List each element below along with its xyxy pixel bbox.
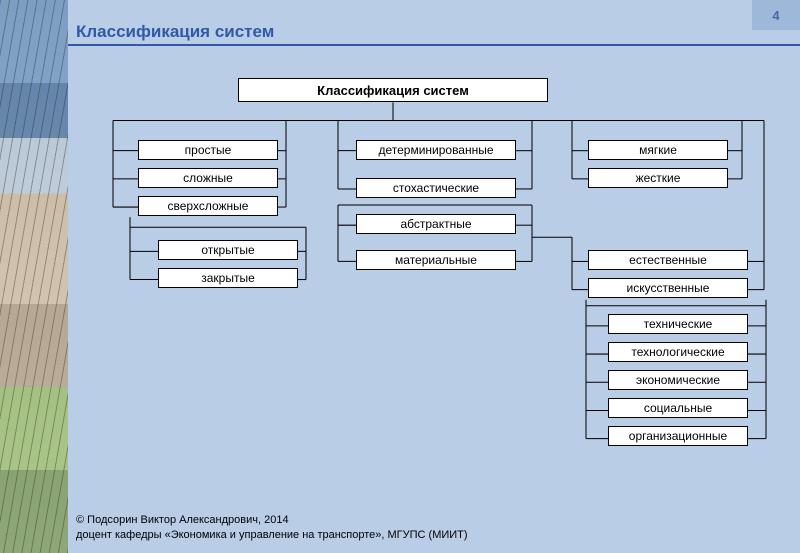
slide-title: Классификация систем [76,22,274,42]
node-n7: стохастические [356,178,516,198]
node-n2: сложные [138,168,278,188]
node-n14: технические [608,314,748,334]
node-n1: простые [138,140,278,160]
slide: 4 Классификация систем Классификация сис… [0,0,800,553]
node-n15: технологические [608,342,748,362]
node-n12: естественные [588,250,748,270]
node-root: Классификация систем [238,78,548,102]
node-n11: жесткие [588,168,728,188]
node-n8: абстрактные [356,214,516,234]
node-n3: сверхсложные [138,196,278,216]
node-n16: экономические [608,370,748,390]
node-n4: открытые [158,240,298,260]
title-rule [68,44,800,46]
node-n9: материальные [356,250,516,270]
footer-line2: доцент кафедры «Экономика и управление н… [76,528,468,543]
page-number: 4 [752,0,800,30]
main-area: 4 Классификация систем Классификация сис… [68,0,800,553]
node-n17: социальные [608,398,748,418]
node-n18: организационные [608,426,748,446]
footer: © Подсорин Виктор Александрович, 2014 до… [76,513,468,543]
classification-diagram: Классификация систем простые сложные сверхс… [68,50,800,493]
node-n13: искусственные [588,278,748,298]
node-n10: мягкие [588,140,728,160]
footer-line1: © Подсорин Виктор Александрович, 2014 [76,513,468,528]
decorative-photo-strip [0,0,70,553]
node-n5: закрытые [158,268,298,288]
node-n6: детерминированные [356,140,516,160]
